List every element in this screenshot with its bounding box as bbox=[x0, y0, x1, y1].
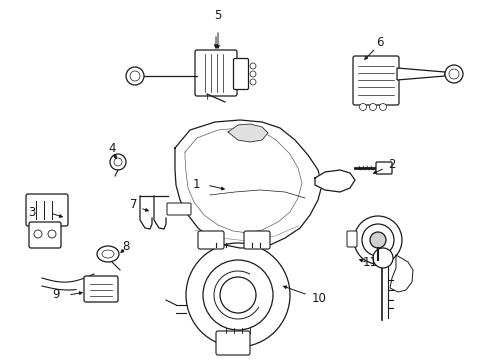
Polygon shape bbox=[175, 120, 321, 248]
Text: 6: 6 bbox=[375, 36, 383, 49]
FancyBboxPatch shape bbox=[84, 276, 118, 302]
Circle shape bbox=[379, 104, 386, 111]
Circle shape bbox=[130, 71, 140, 81]
Circle shape bbox=[448, 69, 458, 79]
Circle shape bbox=[372, 248, 392, 268]
Text: 5: 5 bbox=[214, 9, 221, 22]
Text: 8: 8 bbox=[122, 239, 129, 252]
Circle shape bbox=[249, 71, 256, 77]
Ellipse shape bbox=[97, 246, 119, 262]
Circle shape bbox=[34, 230, 42, 238]
Text: 7: 7 bbox=[130, 198, 137, 211]
Circle shape bbox=[444, 65, 462, 83]
Text: 2: 2 bbox=[387, 158, 395, 171]
FancyBboxPatch shape bbox=[29, 222, 61, 248]
Circle shape bbox=[126, 67, 143, 85]
FancyBboxPatch shape bbox=[352, 56, 398, 105]
Circle shape bbox=[249, 63, 256, 69]
Circle shape bbox=[203, 260, 272, 330]
Circle shape bbox=[110, 154, 126, 170]
FancyBboxPatch shape bbox=[346, 231, 356, 247]
FancyBboxPatch shape bbox=[216, 331, 249, 355]
FancyBboxPatch shape bbox=[233, 58, 248, 90]
Circle shape bbox=[220, 277, 256, 313]
FancyBboxPatch shape bbox=[195, 50, 237, 96]
Ellipse shape bbox=[102, 250, 114, 258]
Polygon shape bbox=[396, 68, 444, 80]
Circle shape bbox=[369, 104, 376, 111]
Polygon shape bbox=[314, 170, 354, 192]
FancyBboxPatch shape bbox=[244, 231, 269, 249]
FancyBboxPatch shape bbox=[26, 194, 68, 226]
Text: 10: 10 bbox=[311, 292, 326, 305]
Circle shape bbox=[48, 230, 56, 238]
FancyBboxPatch shape bbox=[167, 203, 191, 215]
Circle shape bbox=[369, 232, 385, 248]
Text: 11: 11 bbox=[362, 256, 377, 270]
Text: 9: 9 bbox=[52, 288, 60, 302]
Circle shape bbox=[361, 224, 393, 256]
FancyBboxPatch shape bbox=[375, 162, 391, 174]
Circle shape bbox=[114, 158, 122, 166]
Circle shape bbox=[185, 243, 289, 347]
Circle shape bbox=[353, 216, 401, 264]
Circle shape bbox=[359, 104, 366, 111]
FancyBboxPatch shape bbox=[198, 231, 224, 249]
Polygon shape bbox=[227, 124, 267, 142]
Text: 4: 4 bbox=[108, 141, 115, 154]
Circle shape bbox=[249, 79, 256, 85]
Text: 1: 1 bbox=[192, 179, 200, 192]
Text: 3: 3 bbox=[28, 207, 35, 220]
